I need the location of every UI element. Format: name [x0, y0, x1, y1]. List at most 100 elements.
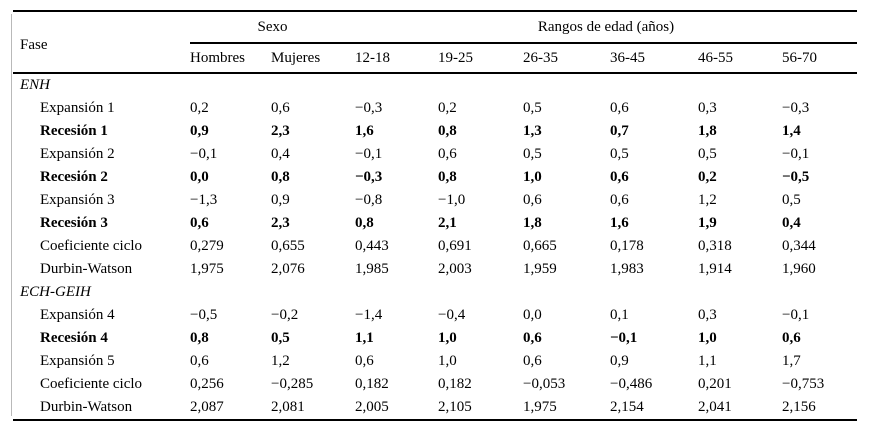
cell-value: 0,8	[355, 215, 374, 231]
cell-value: −0,285	[271, 376, 314, 392]
cell-value: 1,959	[523, 261, 557, 277]
scan-edge-line	[11, 14, 12, 416]
cell-value: 1,914	[698, 261, 732, 277]
cell-value: 1,960	[782, 261, 816, 277]
cell-value: −0,1	[190, 146, 218, 162]
cell-value: 0,344	[782, 238, 816, 254]
cell-value: 1,0	[438, 353, 457, 369]
cell-value: −0,3	[355, 169, 383, 185]
column-header-mujeres: Mujeres	[271, 43, 355, 74]
cell-value: 0,4	[782, 215, 801, 231]
header-group-row: Fase Sexo Rangos de edad (años)	[13, 11, 857, 74]
table-row: Expansión 2 −0,1 0,4 −0,1 0,6 0,5 0,5 0,5 −0,1	[13, 143, 857, 166]
cell-value: 0,5	[782, 192, 801, 208]
cell-value: −0,1	[610, 330, 638, 346]
cell-value: 2,3	[271, 123, 290, 139]
cell-value: 0,5	[610, 146, 629, 162]
cell-value: 0,8	[438, 123, 457, 139]
cell-value: 2,105	[438, 399, 472, 415]
table-row: Durbin-Watson 1,975 2,076 1,985 2,003 1,959 1,…	[13, 258, 857, 281]
cell-value: 0,691	[438, 238, 472, 254]
cell-value: −1,4	[355, 307, 383, 323]
row-label: Expansión 2	[40, 146, 115, 162]
cell-value: −0,1	[355, 146, 383, 162]
cell-value: 0,9	[190, 123, 209, 139]
cell-value: 0,4	[271, 146, 290, 162]
cell-value: 0,6	[523, 353, 542, 369]
table-row: Recesión 2 0,0 0,8 −0,3 0,8 1,0 0,6 0,2 −0,5	[13, 166, 857, 189]
cell-value: 1,2	[271, 353, 290, 369]
cell-value: 0,6	[610, 192, 629, 208]
cell-value: −0,8	[355, 192, 383, 208]
row-label: Durbin-Watson	[40, 261, 133, 277]
cell-value: 0,201	[698, 376, 732, 392]
column-header-26-35: 26-35	[523, 43, 610, 74]
cell-value: 0,6	[610, 169, 629, 185]
cell-value: 2,3	[271, 215, 290, 231]
row-label: Expansión 3	[40, 192, 115, 208]
column-header-56-70: 56-70	[782, 43, 857, 74]
phase-statistics-table: Fase Sexo Rangos de edad (años) Hombres …	[13, 10, 857, 421]
cell-value: 2,087	[190, 399, 224, 415]
cell-value: 0,2	[438, 100, 457, 116]
row-label: ENH	[20, 77, 50, 93]
cell-value: −0,4	[438, 307, 466, 323]
cell-value: 0,8	[438, 169, 457, 185]
cell-value: 0,0	[190, 169, 209, 185]
cell-value: 0,1	[610, 307, 629, 323]
cell-value: 2,081	[271, 399, 305, 415]
cell-value: 1,3	[523, 123, 542, 139]
cell-value: 0,182	[355, 376, 389, 392]
cell-value: 1,6	[355, 123, 374, 139]
cell-value: 0,443	[355, 238, 389, 254]
cell-value: 2,154	[610, 399, 644, 415]
cell-value: 1,9	[698, 215, 717, 231]
table-row: Durbin-Watson 2,087 2,081 2,005 2,105 1,975 2,…	[13, 396, 857, 420]
cell-value: −0,486	[610, 376, 653, 392]
cell-value: 2,1	[438, 215, 457, 231]
cell-value: 1,4	[782, 123, 801, 139]
cell-value: −1,3	[190, 192, 218, 208]
cell-value: −0,1	[782, 146, 810, 162]
cell-value: −0,753	[782, 376, 825, 392]
cell-value: 1,1	[698, 353, 717, 369]
cell-value: 0,178	[610, 238, 644, 254]
cell-value: 1,0	[438, 330, 457, 346]
row-label: Expansión 1	[40, 100, 115, 116]
table-header: Fase Sexo Rangos de edad (años) Hombres …	[13, 11, 857, 74]
row-label: Coeficiente ciclo	[40, 238, 143, 254]
column-header-fase: Fase	[13, 11, 190, 74]
cell-value: 0,5	[271, 330, 290, 346]
row-label: Expansión 5	[40, 353, 115, 369]
cell-value: 1,0	[523, 169, 542, 185]
table-body: ENH Expansión 1 0,2 0,6 −0,3 0,2 0,5 0,6 0,3 −0,3…	[13, 73, 857, 420]
row-label: ECH-GEIH	[20, 284, 91, 300]
cell-value: 2,076	[271, 261, 305, 277]
cell-value: 0,8	[271, 169, 290, 185]
cell-value: 0,318	[698, 238, 732, 254]
table-row: Recesión 4 0,8 0,5 1,1 1,0 0,6 −0,1 1,0 0,6	[13, 327, 857, 350]
cell-value: 1,6	[610, 215, 629, 231]
row-label: Recesión 2	[40, 169, 108, 185]
cell-value: −0,5	[190, 307, 218, 323]
cell-value: 0,6	[271, 100, 290, 116]
cell-value: 0,279	[190, 238, 224, 254]
cell-value: 0,5	[523, 146, 542, 162]
cell-value: 1,8	[698, 123, 717, 139]
cell-value: 0,2	[190, 100, 209, 116]
cell-value: −0,053	[523, 376, 566, 392]
cell-value: 0,3	[698, 100, 717, 116]
cell-value: 0,5	[698, 146, 717, 162]
cell-value: 0,3	[698, 307, 717, 323]
header-subcolumn-row: Hombres Mujeres 12-18 19-25 26-35 36-45 …	[13, 43, 857, 74]
cell-value: −0,2	[271, 307, 299, 323]
cell-value: 0,6	[523, 330, 542, 346]
cell-value: 1,2	[698, 192, 717, 208]
cell-value: −1,0	[438, 192, 466, 208]
row-label: Coeficiente ciclo	[40, 376, 143, 392]
cell-value: −0,5	[782, 169, 810, 185]
column-header-19-25: 19-25	[438, 43, 523, 74]
row-label: Recesión 3	[40, 215, 108, 231]
cell-value: 0,2	[698, 169, 717, 185]
